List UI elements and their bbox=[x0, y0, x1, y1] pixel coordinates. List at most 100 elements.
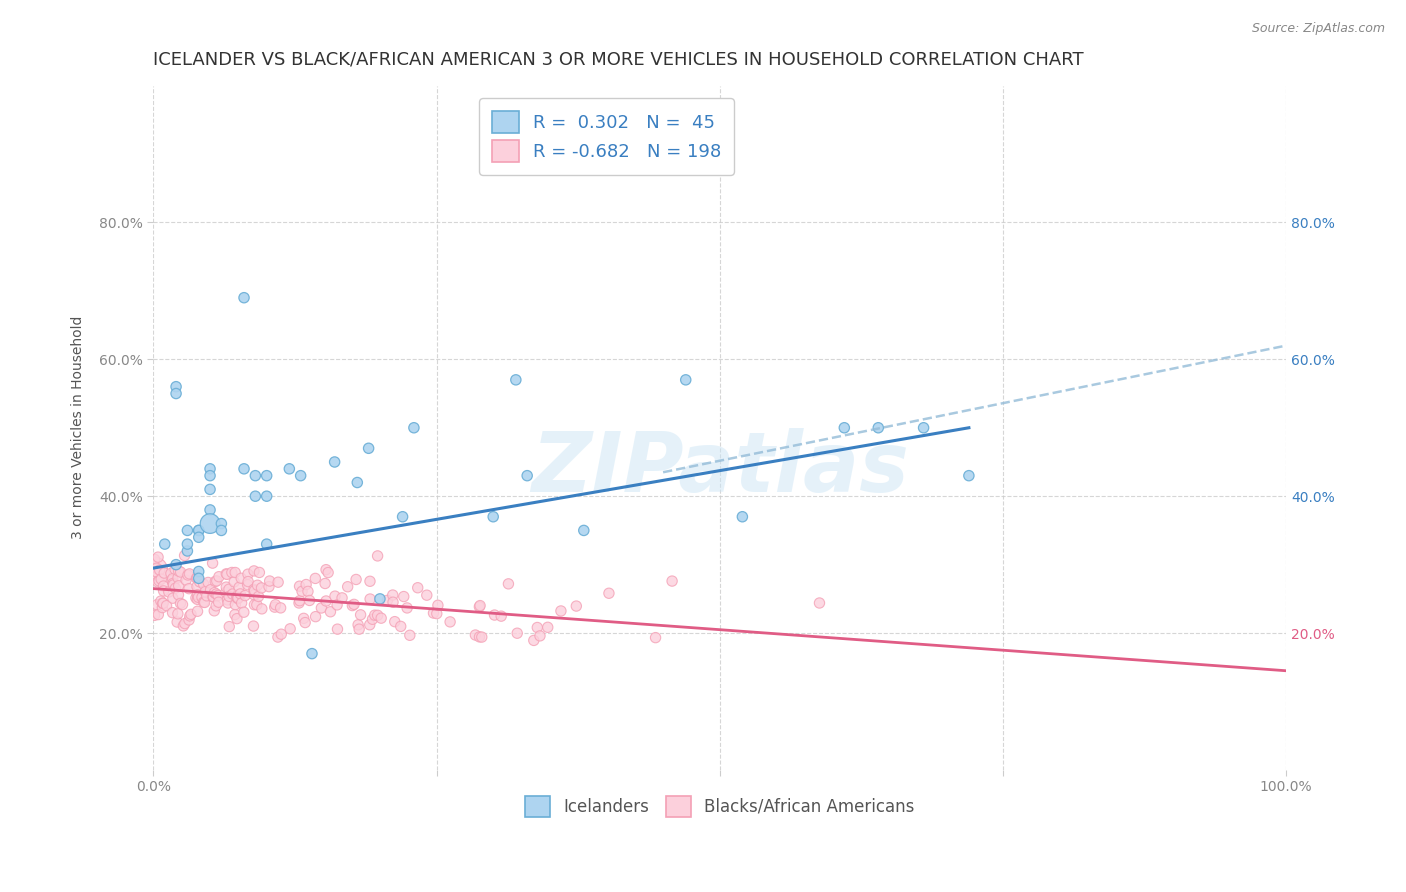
Point bbox=[217, 596, 239, 610]
Point bbox=[484, 608, 506, 623]
Point bbox=[217, 593, 239, 607]
Point bbox=[347, 622, 370, 636]
Point bbox=[389, 619, 412, 633]
Point bbox=[224, 566, 246, 580]
Point bbox=[193, 595, 215, 609]
Point bbox=[834, 421, 856, 435]
Point bbox=[167, 607, 190, 621]
Point bbox=[267, 575, 290, 590]
Point bbox=[315, 594, 337, 608]
Point bbox=[330, 591, 353, 605]
Point bbox=[537, 620, 560, 634]
Point bbox=[226, 591, 249, 605]
Point bbox=[172, 619, 194, 633]
Point bbox=[145, 561, 167, 575]
Point bbox=[506, 626, 529, 640]
Point bbox=[316, 566, 339, 580]
Point bbox=[346, 475, 368, 490]
Point bbox=[315, 563, 337, 577]
Point bbox=[179, 566, 201, 581]
Point bbox=[187, 524, 209, 538]
Point bbox=[173, 549, 195, 563]
Point bbox=[426, 607, 449, 621]
Point bbox=[205, 574, 228, 588]
Point bbox=[215, 567, 238, 582]
Point bbox=[288, 579, 311, 593]
Point bbox=[150, 572, 173, 586]
Point bbox=[202, 604, 225, 618]
Point bbox=[344, 573, 367, 587]
Point bbox=[152, 579, 174, 593]
Point bbox=[177, 582, 200, 596]
Point bbox=[370, 611, 392, 625]
Point bbox=[143, 568, 166, 582]
Point bbox=[145, 565, 167, 579]
Text: ICELANDER VS BLACK/AFRICAN AMERICAN 3 OR MORE VEHICLES IN HOUSEHOLD CORRELATION : ICELANDER VS BLACK/AFRICAN AMERICAN 3 OR… bbox=[153, 51, 1084, 69]
Point bbox=[323, 455, 346, 469]
Point bbox=[391, 509, 413, 524]
Point bbox=[204, 574, 226, 589]
Point bbox=[267, 630, 290, 644]
Point bbox=[221, 566, 243, 580]
Text: ZIPatlas: ZIPatlas bbox=[531, 428, 908, 509]
Point bbox=[172, 598, 194, 612]
Point bbox=[243, 582, 266, 597]
Point bbox=[314, 576, 336, 591]
Point bbox=[250, 602, 273, 616]
Point bbox=[294, 615, 316, 630]
Point bbox=[201, 590, 224, 604]
Point bbox=[731, 509, 754, 524]
Point bbox=[146, 574, 169, 589]
Point bbox=[349, 607, 371, 622]
Point bbox=[204, 585, 226, 599]
Point bbox=[186, 580, 208, 594]
Point bbox=[382, 595, 405, 609]
Point bbox=[205, 587, 228, 601]
Point bbox=[153, 537, 176, 551]
Point bbox=[247, 590, 270, 604]
Point bbox=[245, 468, 267, 483]
Point bbox=[644, 631, 666, 645]
Point bbox=[218, 590, 240, 604]
Point bbox=[143, 608, 166, 623]
Point bbox=[426, 599, 449, 613]
Point bbox=[162, 578, 184, 592]
Point bbox=[298, 593, 321, 607]
Point bbox=[218, 582, 240, 597]
Point bbox=[565, 599, 588, 613]
Point bbox=[550, 604, 572, 618]
Point bbox=[165, 558, 187, 572]
Point bbox=[215, 580, 238, 594]
Point bbox=[598, 586, 620, 600]
Point bbox=[198, 462, 221, 476]
Point bbox=[160, 574, 183, 588]
Point bbox=[176, 537, 198, 551]
Point bbox=[195, 589, 218, 603]
Point bbox=[572, 524, 595, 538]
Point bbox=[169, 565, 191, 579]
Point bbox=[191, 591, 214, 605]
Point bbox=[201, 556, 224, 570]
Point bbox=[319, 605, 342, 619]
Point bbox=[209, 524, 232, 538]
Point bbox=[224, 574, 246, 589]
Point bbox=[243, 583, 266, 598]
Point bbox=[180, 607, 202, 622]
Legend: Icelanders, Blacks/African Americans: Icelanders, Blacks/African Americans bbox=[519, 789, 921, 823]
Point bbox=[143, 552, 166, 566]
Point bbox=[218, 619, 240, 633]
Point bbox=[675, 373, 697, 387]
Point bbox=[384, 615, 406, 629]
Point bbox=[187, 524, 209, 538]
Point bbox=[301, 647, 323, 661]
Point bbox=[288, 596, 311, 610]
Point bbox=[221, 587, 243, 601]
Point bbox=[270, 627, 292, 641]
Point bbox=[160, 566, 183, 581]
Point bbox=[152, 596, 174, 610]
Point bbox=[194, 584, 217, 599]
Point bbox=[224, 607, 246, 622]
Point bbox=[184, 591, 207, 605]
Text: Source: ZipAtlas.com: Source: ZipAtlas.com bbox=[1251, 22, 1385, 36]
Point bbox=[505, 373, 527, 387]
